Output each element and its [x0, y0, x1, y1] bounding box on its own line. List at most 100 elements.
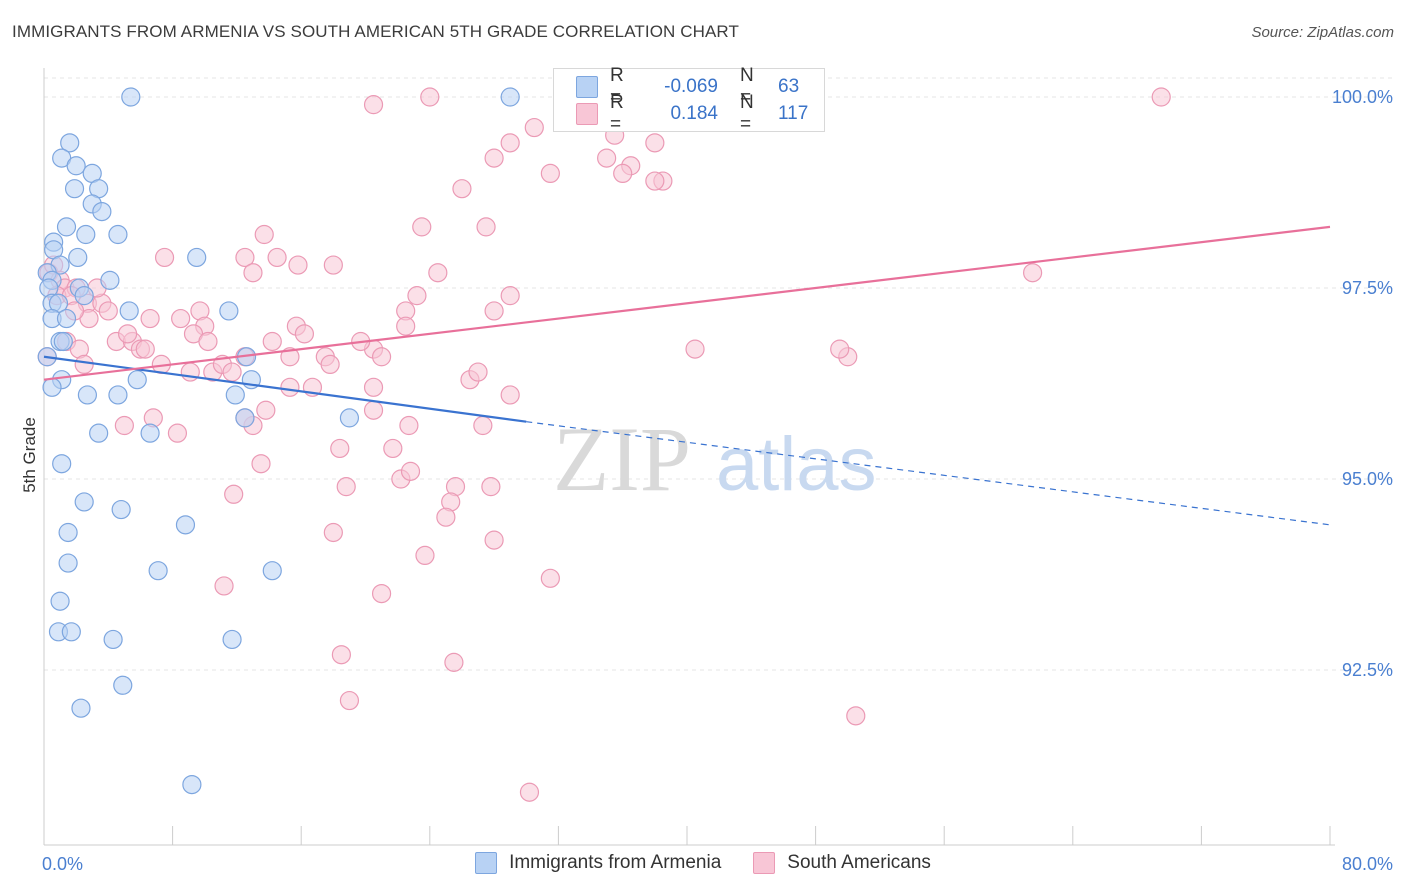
data-point [76, 224, 96, 245]
data-point [171, 308, 191, 329]
data-point [187, 247, 207, 268]
stats-row-armenia: R = -0.069 N = 63 [576, 65, 800, 108]
data-point [103, 629, 123, 650]
data-point [280, 347, 300, 367]
data-point [383, 438, 403, 459]
legend-item-south-americans: South Americans [753, 852, 931, 874]
r-value: -0.069 [664, 76, 718, 97]
data-point [519, 782, 540, 802]
data-point [224, 484, 244, 504]
data-point [473, 415, 493, 436]
y-tick-label: 100.0% [1332, 87, 1393, 107]
data-point [294, 324, 315, 344]
data-point [412, 217, 432, 237]
n-label: N = [740, 92, 754, 135]
data-point [323, 255, 343, 275]
data-point [336, 477, 356, 497]
data-point [846, 706, 866, 726]
series-legend: Immigrants from Armenia South Americans [0, 852, 1406, 874]
y-axis-label: 5th Grade [20, 417, 39, 493]
legend-label-armenia: Immigrants from Armenia [509, 852, 722, 873]
data-point [140, 423, 160, 443]
data-point [111, 499, 131, 520]
data-point [484, 301, 504, 321]
r-label: R = [610, 65, 624, 108]
data-point [524, 117, 544, 138]
data-point [280, 377, 300, 397]
data-point [121, 87, 141, 107]
data-point [117, 324, 138, 344]
data-point [114, 415, 134, 436]
y-tick-labels: 92.5% 95.0% 97.5% 100.0% [1332, 87, 1393, 680]
data-point [267, 247, 287, 268]
data-point [113, 675, 133, 695]
data-point [288, 255, 308, 275]
data-point [148, 561, 168, 581]
data-point [58, 522, 78, 543]
x-tick-label-min: 0.0% [42, 854, 83, 874]
pink-swatch [753, 852, 776, 874]
data-point [484, 148, 504, 168]
data-point [66, 156, 86, 176]
chart-title: IMMIGRANTS FROM ARMENIA VS SOUTH AMERICA… [12, 22, 739, 41]
data-point [428, 263, 448, 283]
data-point [613, 163, 633, 183]
data-point [60, 133, 80, 153]
data-point [484, 530, 504, 550]
data-point [830, 339, 850, 359]
data-point [500, 133, 520, 153]
data-point [452, 179, 472, 199]
data-point [50, 591, 70, 611]
data-point [243, 263, 263, 283]
data-point [71, 698, 91, 718]
data-point [108, 385, 128, 405]
data-point [500, 286, 520, 306]
data-point [68, 247, 88, 268]
data-point [500, 87, 520, 107]
data-point [645, 133, 665, 153]
data-point [645, 171, 665, 191]
data-point [251, 454, 271, 474]
y-tick-label: 95.0% [1342, 469, 1393, 489]
trend-line-south-americans [43, 225, 1331, 381]
data-point [500, 385, 520, 405]
data-point [182, 774, 202, 795]
data-point [363, 377, 384, 397]
data-point [56, 217, 77, 237]
data-point [262, 561, 282, 581]
stats-row-south-americans: R = 0.184 N = 117 [576, 92, 809, 135]
data-point [167, 423, 188, 443]
watermark-zip: ZIP [553, 408, 691, 510]
data-point [225, 385, 245, 405]
data-point [339, 408, 360, 428]
n-label: N = [740, 65, 754, 108]
data-point [222, 629, 242, 650]
data-point [331, 645, 351, 665]
data-point [74, 354, 94, 374]
r-label: R = [610, 92, 624, 135]
data-point [175, 515, 196, 535]
source-label: Source: ZipAtlas.com [1251, 24, 1394, 41]
data-point [98, 301, 118, 321]
blue-swatch [576, 76, 598, 98]
data-point [597, 148, 617, 168]
blue-swatch [475, 852, 498, 874]
data-point [262, 331, 282, 352]
data-point [108, 224, 128, 245]
data-point [119, 301, 139, 321]
n-value: 117 [778, 103, 809, 124]
data-point [235, 408, 255, 428]
data-point [540, 163, 560, 183]
data-point [219, 301, 239, 321]
data-point [256, 400, 276, 420]
data-point [363, 400, 384, 420]
data-point [476, 217, 496, 237]
n-value: 63 [778, 76, 800, 97]
data-point [127, 370, 147, 390]
y-tick-label: 92.5% [1342, 660, 1393, 680]
data-point [685, 339, 705, 359]
stats-legend: R = -0.069 N = 63 R = 0.184 N = 117 [553, 65, 825, 135]
data-point [56, 308, 77, 329]
data-point [235, 247, 255, 268]
